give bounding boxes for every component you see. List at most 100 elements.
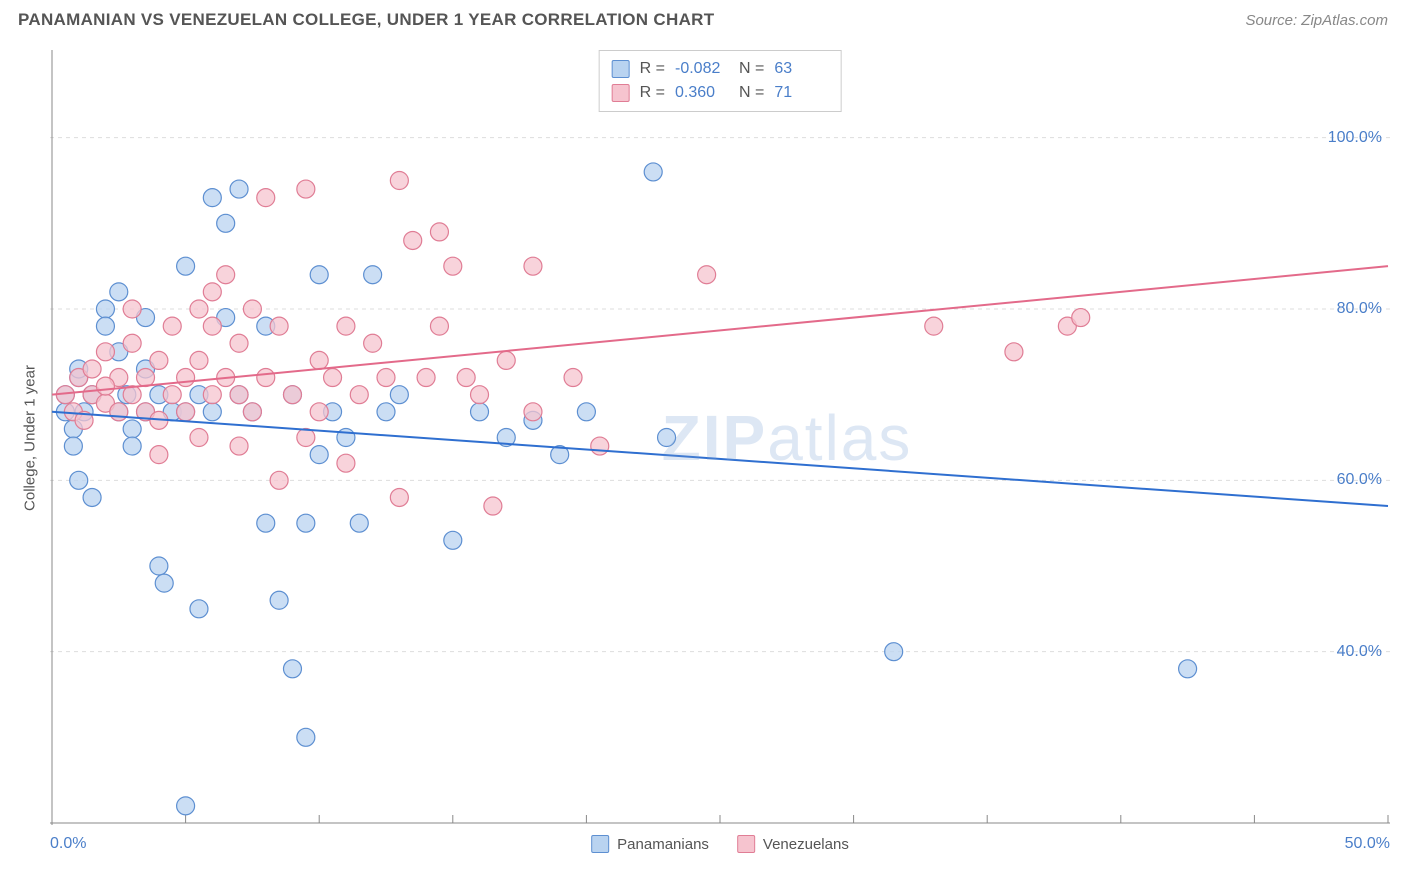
y-tick-label: 60.0% xyxy=(1337,471,1382,489)
data-point xyxy=(471,403,489,421)
stats-swatch xyxy=(612,60,630,78)
stats-r-value: -0.082 xyxy=(675,57,729,81)
stats-n-label: N = xyxy=(739,81,764,105)
data-point xyxy=(203,189,221,207)
stats-r-label: R = xyxy=(640,81,665,105)
data-point xyxy=(123,334,141,352)
data-point xyxy=(137,369,155,387)
stats-row: R = 0.360 N = 71 xyxy=(612,81,829,105)
data-point xyxy=(297,514,315,532)
legend-swatch xyxy=(591,835,609,853)
data-point xyxy=(390,488,408,506)
stats-r-label: R = xyxy=(640,57,665,81)
data-point xyxy=(110,283,128,301)
data-point xyxy=(230,180,248,198)
x-tick-max: 50.0% xyxy=(1345,835,1390,853)
data-point xyxy=(64,437,82,455)
data-point xyxy=(257,369,275,387)
data-point xyxy=(390,386,408,404)
data-point xyxy=(444,531,462,549)
chart-title: PANAMANIAN VS VENEZUELAN COLLEGE, UNDER … xyxy=(18,10,714,30)
data-point xyxy=(110,403,128,421)
data-point xyxy=(150,351,168,369)
data-point xyxy=(591,437,609,455)
data-point xyxy=(297,180,315,198)
data-point xyxy=(177,797,195,815)
data-point xyxy=(243,403,261,421)
data-point xyxy=(70,471,88,489)
data-point xyxy=(96,343,114,361)
data-point xyxy=(83,360,101,378)
data-point xyxy=(310,403,328,421)
data-point xyxy=(377,403,395,421)
data-point xyxy=(270,317,288,335)
data-point xyxy=(190,429,208,447)
source-label: Source: ZipAtlas.com xyxy=(1245,12,1388,29)
y-tick-label: 80.0% xyxy=(1337,300,1382,318)
data-point xyxy=(364,266,382,284)
data-point xyxy=(230,437,248,455)
data-point xyxy=(417,369,435,387)
trend-line xyxy=(52,266,1388,394)
data-point xyxy=(698,266,716,284)
data-point xyxy=(310,446,328,464)
data-point xyxy=(1005,343,1023,361)
data-point xyxy=(96,300,114,318)
data-point xyxy=(257,189,275,207)
data-point xyxy=(297,728,315,746)
data-point xyxy=(524,403,542,421)
data-point xyxy=(217,266,235,284)
data-point xyxy=(564,369,582,387)
data-point xyxy=(524,257,542,275)
data-point xyxy=(150,446,168,464)
data-point xyxy=(83,488,101,506)
data-point xyxy=(430,317,448,335)
data-point xyxy=(96,377,114,395)
legend-label: Panamanians xyxy=(617,836,709,853)
data-point xyxy=(96,317,114,335)
data-point xyxy=(390,172,408,190)
data-point xyxy=(471,386,489,404)
data-point xyxy=(310,266,328,284)
data-point xyxy=(377,369,395,387)
legend-swatch xyxy=(737,835,755,853)
data-point xyxy=(885,643,903,661)
legend-item: Panamanians xyxy=(591,835,709,853)
data-point xyxy=(123,420,141,438)
data-point xyxy=(337,454,355,472)
stats-n-value: 71 xyxy=(774,81,828,105)
data-point xyxy=(497,351,515,369)
data-point xyxy=(177,369,195,387)
data-point xyxy=(484,497,502,515)
data-point xyxy=(217,214,235,232)
data-point xyxy=(283,386,301,404)
y-tick-label: 100.0% xyxy=(1328,129,1382,147)
data-point xyxy=(283,660,301,678)
data-point xyxy=(270,471,288,489)
data-point xyxy=(123,300,141,318)
data-point xyxy=(230,386,248,404)
data-point xyxy=(190,600,208,618)
stats-r-value: 0.360 xyxy=(675,81,729,105)
data-point xyxy=(150,557,168,575)
data-point xyxy=(177,403,195,421)
data-point xyxy=(310,351,328,369)
y-tick-label: 40.0% xyxy=(1337,643,1382,661)
data-point xyxy=(297,429,315,447)
stats-swatch xyxy=(612,84,630,102)
data-point xyxy=(190,300,208,318)
data-point xyxy=(1072,309,1090,327)
data-point xyxy=(190,351,208,369)
stats-row: R =-0.082N =63 xyxy=(612,57,829,81)
data-point xyxy=(644,163,662,181)
data-point xyxy=(123,437,141,455)
data-point xyxy=(257,514,275,532)
stats-n-value: 63 xyxy=(774,57,828,81)
data-point xyxy=(430,223,448,241)
y-axis-label: College, Under 1 year xyxy=(22,365,39,511)
data-point xyxy=(337,317,355,335)
data-point xyxy=(243,300,261,318)
data-point xyxy=(404,231,422,249)
legend-label: Venezuelans xyxy=(763,836,849,853)
data-point xyxy=(203,317,221,335)
